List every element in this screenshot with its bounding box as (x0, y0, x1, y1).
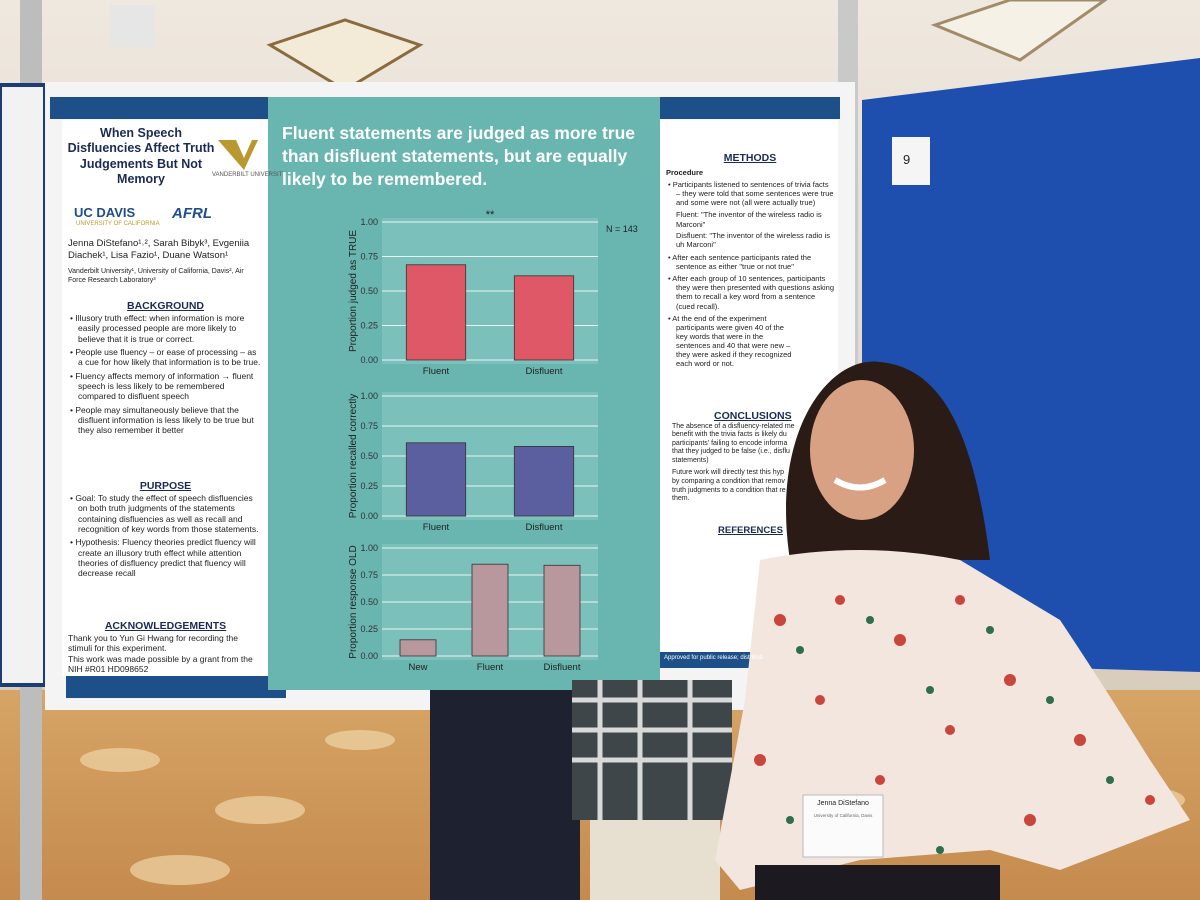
y-tick-label: 0.25 (360, 481, 378, 491)
logo-text: VANDERBILT UNIVERSITY (212, 172, 287, 178)
section-heading: REFERENCES (718, 525, 783, 536)
bar (405, 442, 467, 517)
conclusion-line: Future work will directly test this hyp (672, 469, 785, 477)
logo-text: UNIVERSITY OF CALIFORNIA (76, 221, 160, 227)
paragraph: Thank you to Yun Gi Hwang for recording … (68, 632, 238, 654)
conclusions-section: CONCLUSIONS The absence of a disfluency-… (666, 410, 834, 504)
logo-text: AFRL (172, 205, 212, 222)
y-tick-label: 1.00 (360, 217, 378, 227)
ceiling-lamp (266, 18, 424, 92)
bullet: After each sentence participants rated t… (672, 253, 834, 271)
y-tick-label: 1.00 (360, 543, 378, 553)
bullet: After each group of 10 sentences, partic… (672, 274, 834, 311)
bar (513, 275, 575, 361)
bullet: Illusory truth effect: when information … (75, 313, 263, 344)
conclusion-lines: The absence of a disfluency-related me be… (666, 423, 834, 504)
poster-title: When Speech Disfluencies Affect Truth Ju… (67, 126, 215, 186)
y-tick-label: 0.00 (360, 355, 378, 365)
example: Fluent: "The inventor of the wireless ra… (676, 210, 822, 229)
section-heading: METHODS (723, 152, 777, 164)
y-tick-label: 1.00 (360, 391, 378, 401)
ceiling-lamp (930, 0, 1108, 62)
x-tick-label: Disfluent (526, 366, 563, 377)
x-tick-label: Fluent (423, 522, 450, 533)
y-tick-label: 0.50 (360, 451, 378, 461)
conclusion-line: them. (672, 495, 690, 503)
conclusion-line: that they judged to be false (i.e., disf… (672, 448, 790, 456)
conclusion-line: by comparing a condition that remov (672, 477, 785, 485)
subheading: Procedure (666, 167, 704, 177)
y-tick-label: 0.00 (360, 511, 378, 521)
bar (543, 564, 581, 657)
x-tick-label: Disfluent (544, 662, 581, 673)
footer-note: Approved for public release; distributi (664, 655, 763, 661)
y-tick-label: 0.00 (360, 651, 378, 661)
background-section: BACKGROUND Illusory truth effect: when i… (68, 300, 263, 439)
y-tick-label: 0.25 (360, 321, 378, 331)
x-tick-label: New (408, 662, 427, 673)
name-tag-name: Jenna DiStefano (817, 800, 869, 807)
y-tick-label: 0.50 (360, 597, 378, 607)
section-heading: PURPOSE (139, 480, 192, 492)
conclusion-line: benefit with the trivia facts is likely … (672, 431, 787, 439)
bullet: Goal: To study the effect of speech disf… (75, 493, 263, 534)
x-tick-label: Disfluent (526, 522, 563, 533)
section-heading: BACKGROUND (127, 300, 204, 312)
x-tick-label: Fluent (477, 662, 504, 673)
conclusion-line: participants' failing to encode informa (672, 439, 788, 447)
conclusion-line: The absence of a disfluency-related me (672, 422, 795, 430)
bullet: Participants listened to sentences of tr… (673, 180, 834, 207)
y-tick-label: 0.25 (360, 624, 378, 634)
board-number-card (892, 137, 930, 185)
significance-annotation: ** (486, 209, 495, 221)
headline: Fluent statements are judged as more tru… (282, 123, 636, 189)
bullet: People may simultaneously believe that t… (75, 405, 263, 436)
bar (405, 264, 467, 361)
y-axis-label: Proportion judged as TRUE (348, 230, 359, 352)
paragraph: This work was made possible by a grant f… (68, 653, 253, 674)
y-tick-label: 0.75 (360, 570, 378, 580)
y-tick-label: 0.75 (360, 252, 378, 262)
speaker (110, 5, 155, 47)
bar (399, 639, 437, 657)
section-heading: ACKNOWLEDGEMENTS (104, 620, 227, 632)
bar (513, 445, 575, 517)
logo-text: UC DAVIS (74, 205, 136, 220)
side-poster (0, 83, 47, 687)
section-heading: CONCLUSIONS (714, 410, 792, 422)
bullet: Fluency affects memory of information → … (75, 371, 263, 402)
affiliations: Vanderbilt University¹, University of Ca… (68, 268, 244, 284)
y-tick-label: 0.75 (360, 421, 378, 431)
conclusion-line: statements) (672, 456, 709, 464)
poster-footer-bar (66, 676, 286, 698)
bar (471, 563, 509, 657)
bullet: At the end of the experiment participant… (672, 314, 796, 369)
methods-section: METHODS Procedure Participants listened … (666, 152, 834, 372)
name-tag-affiliation: University of California, Davis (813, 813, 873, 818)
x-tick-label: Fluent (423, 366, 450, 377)
y-axis-label: Proportion response OLD (348, 545, 359, 658)
authors: Jenna DiStefano¹˒², Sarah Bibyk³, Evgeni… (68, 238, 250, 261)
y-tick-label: 0.50 (360, 286, 378, 296)
person (430, 361, 1190, 900)
purpose-section: PURPOSE Goal: To study the effect of spe… (68, 480, 263, 582)
conclusion-line: truth judgments to a condition that re (672, 486, 786, 494)
example: Disfluent: "The inventor of the wireless… (676, 230, 830, 249)
bullet: People use fluency – or ease of processi… (75, 347, 263, 368)
ack-section: ACKNOWLEDGEMENTS Thank you to Yun Gi Hwa… (68, 620, 263, 674)
y-axis-label: Proportion recalled correctly (348, 394, 359, 519)
n-label: N = 143 (606, 224, 638, 234)
board-number: 9 (903, 152, 911, 167)
vanderbilt-logo (218, 140, 258, 170)
bullet: Hypothesis: Fluency theories predict flu… (75, 537, 263, 578)
